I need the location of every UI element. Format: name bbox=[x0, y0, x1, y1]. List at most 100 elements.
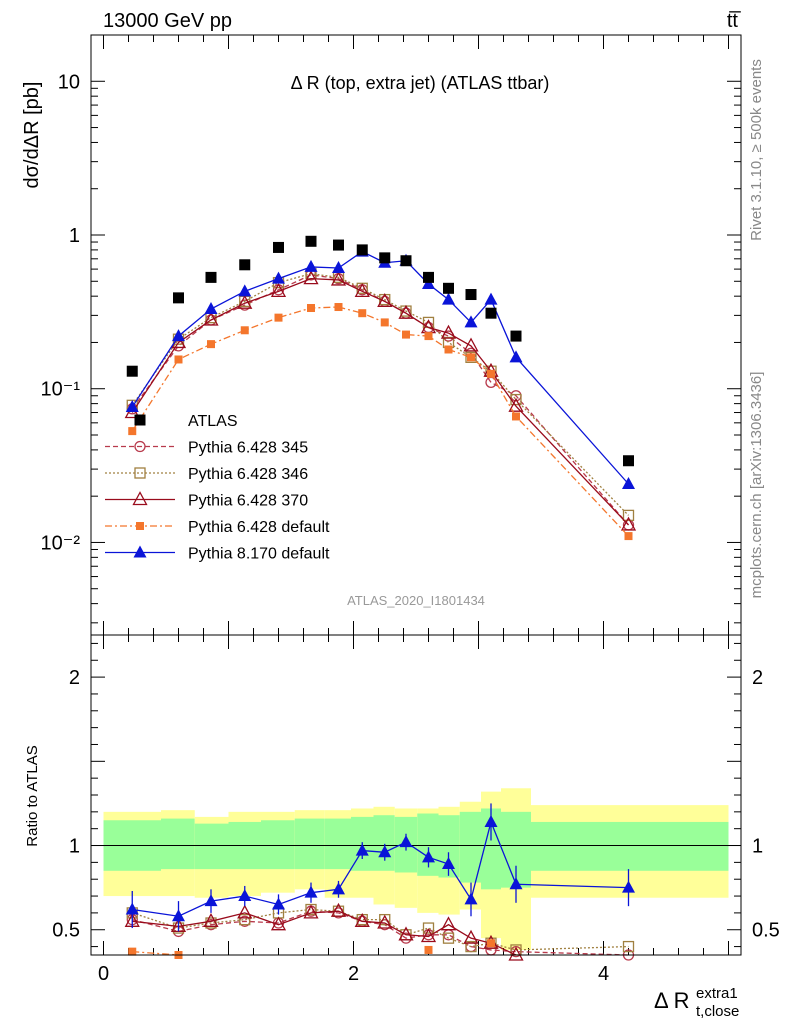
main-series-atlas bbox=[126, 235, 634, 467]
ratio-point bbox=[487, 939, 495, 948]
main-point bbox=[272, 271, 285, 284]
legend-marker bbox=[136, 522, 144, 530]
ratio-point bbox=[420, 928, 437, 943]
main-series-pythia-6-428-345 bbox=[126, 269, 635, 531]
analysis-id: ATLAS_2020_I1801434 bbox=[347, 593, 485, 608]
legend-label: Pythia 6.428 346 bbox=[188, 466, 308, 483]
ratio-point bbox=[442, 857, 455, 870]
ratio-point bbox=[440, 916, 457, 931]
ratio-line-pythia-6-428-370 bbox=[132, 910, 517, 956]
ratio-series-pythia-6-428-346 bbox=[126, 903, 635, 956]
main-point bbox=[125, 400, 139, 413]
ratio-line-pythia-8-170-default bbox=[132, 819, 629, 917]
y-tick-label: 10⁻² bbox=[41, 532, 81, 554]
main-point bbox=[126, 365, 138, 377]
ratio-point bbox=[622, 940, 635, 953]
legend-label: Pythia 6.428 345 bbox=[188, 440, 308, 457]
ratio-point bbox=[442, 932, 455, 944]
main-point bbox=[203, 311, 219, 326]
main-line-pythia-6-428-default bbox=[131, 306, 629, 537]
main-point bbox=[380, 318, 389, 327]
main-point bbox=[467, 353, 475, 362]
main-point bbox=[443, 282, 454, 294]
main-point bbox=[622, 509, 635, 522]
main-line-pythia-6-428-346 bbox=[131, 273, 629, 516]
ratio-point bbox=[330, 902, 347, 917]
y-tick-label: 1 bbox=[69, 225, 80, 247]
x-axis-label-main: Δ R bbox=[654, 988, 689, 1013]
main-point bbox=[379, 252, 391, 264]
legend-entry-pythia-6-428-default: Pythia 6.428 default bbox=[105, 519, 330, 536]
ratio-point bbox=[509, 877, 523, 890]
x-axis-label-sub: t,close bbox=[696, 1003, 739, 1020]
main-point bbox=[442, 292, 455, 305]
ratio-point bbox=[354, 912, 370, 927]
ratio-point bbox=[622, 880, 635, 893]
legend-marker bbox=[134, 414, 146, 426]
main-point bbox=[173, 292, 184, 304]
y-tick-label: 10⁻¹ bbox=[41, 379, 81, 401]
main-point bbox=[172, 329, 185, 342]
main-point bbox=[465, 289, 477, 301]
axis-ticks: 0 2 4 10⁻² 10⁻¹ 1 10 0.5 0.5 1 1 2 2 bbox=[41, 34, 780, 985]
main-point bbox=[512, 412, 520, 421]
legend-label: Pythia 6.428 default bbox=[188, 519, 330, 536]
x-axis-label: Δ R extra1 t,close bbox=[654, 985, 739, 1020]
ratio-series-pythia-8-170-default bbox=[125, 803, 635, 932]
main-point bbox=[623, 455, 634, 467]
legend-marker bbox=[132, 491, 148, 506]
main-point bbox=[358, 309, 367, 318]
ratio-point bbox=[508, 946, 524, 961]
y-tick-label: 10 bbox=[58, 71, 80, 93]
main-point bbox=[334, 303, 343, 312]
ratio-series-pythia-6-428-default bbox=[128, 939, 495, 959]
legend-entry-pythia-8-170-default: Pythia 8.170 default bbox=[105, 545, 330, 563]
ratio-y-tick-label-right: 0.5 bbox=[752, 920, 780, 942]
main-point bbox=[510, 330, 522, 342]
energy-label: 13000 GeV pp bbox=[103, 10, 232, 32]
inner-band-bin bbox=[261, 820, 295, 870]
main-point bbox=[424, 332, 433, 341]
main-line-pythia-6-428-370 bbox=[131, 278, 629, 526]
legend-marker bbox=[134, 440, 146, 453]
ratio-y-tick-label: 2 bbox=[69, 667, 80, 689]
ratio-point bbox=[203, 912, 219, 927]
main-point bbox=[207, 340, 215, 349]
main-point bbox=[464, 315, 478, 328]
main-point bbox=[304, 259, 318, 272]
ratio-bands bbox=[91, 788, 741, 950]
main-y-axis-label-text: dσ/dΔR [pb] bbox=[21, 82, 43, 189]
plot-frames bbox=[90, 34, 742, 956]
main-point bbox=[444, 345, 453, 354]
ratio-point bbox=[355, 843, 369, 856]
main-point bbox=[624, 532, 633, 541]
inner-band-bin bbox=[294, 818, 325, 870]
main-point bbox=[400, 255, 412, 267]
legend-entry-pythia-6-428-346: Pythia 6.428 346 bbox=[105, 466, 308, 483]
ratio-point bbox=[270, 916, 287, 931]
legend-marker bbox=[133, 545, 147, 558]
main-point bbox=[620, 516, 637, 531]
legend-marker bbox=[134, 467, 146, 479]
ratio-y-tick-label: 1 bbox=[69, 836, 80, 858]
main-y-axis-label: dσ/dΔR [pb] bbox=[21, 82, 43, 189]
main-point bbox=[128, 427, 137, 436]
ratio-line-pythia-6-428-345 bbox=[132, 910, 629, 956]
main-point bbox=[205, 271, 217, 283]
main-point bbox=[332, 261, 345, 274]
main-series-pythia-6-428-370 bbox=[124, 270, 637, 531]
inner-band-bin bbox=[161, 818, 195, 870]
ratio-point bbox=[377, 914, 393, 929]
main-point bbox=[307, 304, 315, 313]
main-point bbox=[402, 330, 410, 339]
main-point bbox=[238, 284, 252, 297]
main-point bbox=[273, 241, 284, 253]
main-point bbox=[305, 235, 317, 247]
ratio-point bbox=[463, 929, 479, 944]
ratio-point bbox=[379, 913, 391, 926]
ratio-y-tick-label-right: 2 bbox=[752, 667, 763, 689]
ratio-point bbox=[204, 894, 218, 907]
ratio-point bbox=[464, 892, 478, 905]
legend-entry-pythia-6-428-370: Pythia 6.428 370 bbox=[105, 491, 308, 510]
main-point bbox=[239, 259, 251, 271]
